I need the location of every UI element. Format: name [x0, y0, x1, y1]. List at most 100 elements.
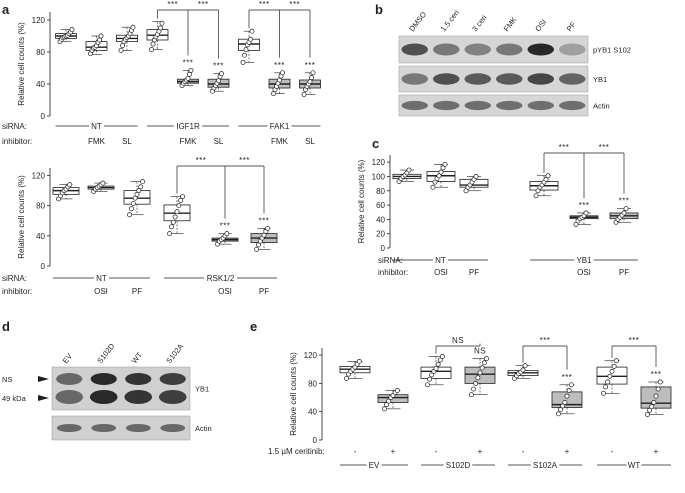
western-blot-d: EV S102D WT S102A YB1 Actin NS 49 kDa	[2, 341, 212, 441]
y-tick-label: 120	[32, 172, 46, 181]
bracket-0: *** ***	[157, 0, 219, 59]
data-point	[249, 28, 255, 34]
row-value: OSI	[434, 268, 448, 277]
data-point	[406, 167, 412, 173]
data-point	[136, 188, 142, 194]
data-point	[242, 52, 247, 58]
bracket-0: *** ***	[176, 156, 265, 219]
data-point	[568, 382, 574, 388]
data-point	[649, 404, 655, 410]
data-point	[132, 195, 138, 201]
bracket-label: ***	[196, 156, 207, 165]
charts-layer: 0 40 80 120 Relative cell counts (%) *** *** **…	[2, 0, 672, 470]
y-tick-label: 80	[308, 379, 317, 388]
box-1	[426, 161, 456, 190]
lane-label: DMSO	[407, 10, 428, 33]
data-point	[149, 47, 154, 53]
bracket-0: NS	[435, 336, 481, 354]
significance-label: ***	[651, 370, 662, 379]
bracket-label: ***	[629, 336, 640, 345]
box-0	[52, 182, 80, 202]
data-point	[140, 179, 146, 185]
bracket-label: ***	[239, 156, 250, 165]
data-point	[439, 354, 445, 359]
data-point	[653, 393, 659, 399]
data-point	[437, 357, 443, 363]
data-point	[159, 20, 165, 26]
row-value: FMK	[180, 137, 198, 146]
blot-band	[125, 424, 151, 432]
blot-band	[496, 43, 523, 56]
box-1	[377, 388, 409, 412]
row-value: FMK	[271, 137, 289, 146]
y-tick-label: 80	[376, 187, 385, 196]
y-tick-label: 20	[376, 230, 385, 239]
row-value: +	[654, 447, 659, 456]
box-3: NS	[464, 347, 496, 398]
significance-label: ***	[305, 61, 316, 70]
bracket-0: *** ***	[543, 143, 625, 198]
row-label: inhibitor:	[2, 137, 32, 146]
box-1	[85, 33, 108, 57]
row-value: PF	[259, 287, 269, 296]
data-point	[134, 191, 140, 197]
row-label: siRNA:	[2, 274, 27, 283]
bracket-label: ***	[599, 143, 610, 152]
significance-label: ***	[562, 373, 573, 382]
y-tick-label: 40	[36, 80, 45, 89]
group-label: EV	[369, 461, 380, 470]
box-3	[163, 194, 191, 237]
data-point	[483, 356, 489, 362]
data-point	[261, 232, 267, 238]
data-point	[386, 398, 392, 404]
data-point	[468, 392, 474, 398]
blot-band	[559, 100, 586, 111]
data-point	[120, 43, 125, 49]
data-point	[356, 358, 362, 364]
significance-label: ***	[220, 222, 231, 231]
row-value: SL	[305, 137, 315, 146]
data-point	[535, 188, 541, 194]
panel-label-c: c	[372, 136, 379, 151]
data-point	[138, 184, 144, 190]
y-tick-label: 40	[308, 408, 317, 417]
panel-label-b: b	[375, 2, 383, 17]
row-value: +	[565, 447, 570, 456]
row-value: SL	[122, 137, 132, 146]
box-1	[87, 180, 115, 194]
blot-band	[527, 73, 554, 85]
data-point	[309, 75, 314, 81]
blot-band	[401, 100, 428, 111]
box-2	[123, 179, 151, 218]
marker-arrow-icon	[38, 395, 49, 401]
y-tick-label: 0	[313, 436, 318, 445]
box-4: ***	[569, 201, 599, 227]
marker-arrow-icon	[38, 376, 49, 382]
y-tick-label: 120	[32, 16, 46, 25]
blot-band	[158, 390, 187, 404]
data-point	[473, 380, 479, 386]
data-point	[130, 24, 136, 30]
bracket-label: ***	[289, 0, 300, 9]
data-point	[69, 27, 75, 33]
blot-band	[159, 373, 186, 385]
box-5: ***	[250, 216, 278, 252]
y-tick-label: 80	[36, 202, 45, 211]
blot-band	[433, 43, 460, 56]
data-point	[384, 402, 390, 408]
blot-band	[401, 43, 428, 56]
y-axis-label: Relative cell counts (%)	[289, 352, 298, 436]
data-point	[170, 219, 176, 225]
box-6	[238, 28, 260, 65]
bracket-label: ***	[259, 0, 270, 9]
row-value: PF	[132, 287, 142, 296]
data-point	[533, 193, 539, 199]
data-point	[429, 372, 435, 378]
data-point	[543, 176, 549, 182]
blot-row-label: pYB1 S102	[593, 46, 631, 55]
data-point	[651, 400, 657, 405]
row-value: +	[391, 447, 396, 456]
y-axis-label: Relative cell counts (%)	[17, 22, 26, 106]
group-label: IGF1R	[176, 122, 200, 131]
